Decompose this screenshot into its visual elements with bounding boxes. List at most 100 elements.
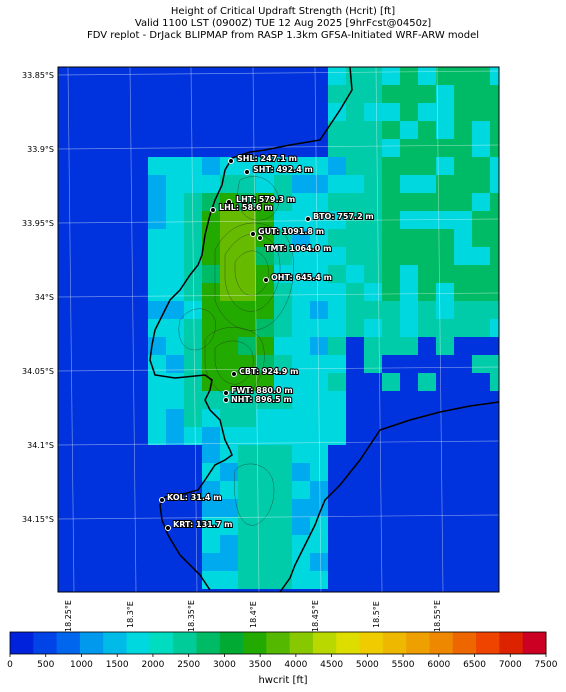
field-cell (292, 301, 310, 319)
field-cell (382, 265, 400, 283)
field-cell (238, 283, 256, 301)
field-cell (472, 355, 490, 373)
field-cell (292, 535, 310, 553)
field-cell (472, 139, 490, 157)
field-cell (382, 139, 400, 157)
field-cell (292, 463, 310, 481)
field-cell (310, 427, 328, 445)
field-cell (490, 373, 499, 391)
field-cell (274, 355, 292, 373)
field-cell (382, 283, 400, 301)
field-cell (436, 211, 454, 229)
lon-label: 18.3°E (126, 601, 135, 628)
site-label-kol: KOL: 31.4 m (167, 493, 222, 502)
field-cell (220, 175, 238, 193)
site-oht: OHT: 645.4 m (263, 272, 333, 283)
lon-gridline (252, 67, 260, 592)
field-cell (292, 517, 310, 535)
field-cell (328, 157, 346, 175)
field-cell (310, 247, 328, 265)
lon-gridline (190, 67, 198, 592)
field-cell (328, 193, 346, 211)
field-cell (202, 265, 220, 283)
site-tmt: TMT: 1064.0 m (257, 235, 332, 254)
field-cell (328, 427, 346, 445)
lon-gridline (314, 67, 322, 592)
field-cell (400, 157, 418, 175)
field-cell (238, 157, 256, 175)
colorbar-swatch (266, 632, 291, 654)
field-cell (346, 247, 364, 265)
field-cell (490, 157, 499, 175)
field-cell (310, 391, 328, 409)
site-label-lhl: LHL: 58.6 m (219, 203, 273, 212)
site-label-nht: NHT: 896.5 m (231, 395, 292, 404)
field-cell (256, 571, 274, 589)
field-cell (166, 355, 184, 373)
field-cell (148, 409, 166, 427)
field-cell (346, 265, 364, 283)
field-cell (472, 175, 490, 193)
lon-gridline (129, 67, 137, 592)
field-cell (256, 283, 274, 301)
field-cell (364, 157, 382, 175)
site-markers: SHL: 247.1 m SHT: 492.4 m LHT: 579.3 m L… (159, 153, 375, 531)
field-cell (166, 157, 184, 175)
colorbar-swatch (359, 632, 384, 654)
site-marker (231, 371, 237, 377)
field-cell (382, 103, 400, 121)
field-cell (274, 373, 292, 391)
field-cell (202, 229, 220, 247)
field-cell (184, 427, 202, 445)
field-cell (490, 139, 499, 157)
field-cell (400, 139, 418, 157)
field-cell (292, 571, 310, 589)
field-cell (292, 373, 310, 391)
colorbar-swatch (173, 632, 197, 654)
field-cell (184, 409, 202, 427)
lon-label: 18.55°E (433, 600, 442, 632)
site-marker (305, 216, 311, 222)
field-cell (364, 121, 382, 139)
field-cell (454, 247, 472, 265)
field-cell (166, 229, 184, 247)
site-marker (223, 390, 229, 396)
lon-label: 18.45°E (311, 600, 320, 632)
field-cell (364, 247, 382, 265)
field-cell (220, 355, 238, 373)
field-cell (238, 301, 256, 319)
field-cell (400, 229, 418, 247)
field-cell (202, 499, 220, 517)
field-cell (256, 157, 274, 175)
field-cell (148, 265, 166, 283)
colorbar-tick-label: 3500 (248, 660, 272, 670)
field-cell (274, 229, 292, 247)
field-cell (436, 139, 454, 157)
field-cell (238, 175, 256, 193)
colorbar-tick-label: 5000 (355, 660, 379, 670)
field-cell (490, 193, 499, 211)
field-cell (436, 157, 454, 175)
colorbar-swatch (452, 632, 477, 654)
field-cell (418, 211, 436, 229)
field-cell (220, 301, 238, 319)
field-cell (328, 373, 346, 391)
colorbar-swatch (103, 632, 128, 654)
field-cell (292, 283, 310, 301)
field-cell (220, 517, 238, 535)
colorbar-swatch (382, 632, 407, 654)
field-cell (472, 265, 490, 283)
field-cell (310, 571, 328, 589)
field-cell (418, 283, 436, 301)
field-cell (400, 265, 418, 283)
field-cell (454, 175, 472, 193)
field-cell (490, 175, 499, 193)
field-cell (238, 337, 256, 355)
field-cell (274, 535, 292, 553)
field-cell (256, 247, 274, 265)
field-cell (292, 247, 310, 265)
colorbar-swatch (126, 632, 151, 654)
field-cell (202, 283, 220, 301)
field-cell (274, 247, 292, 265)
field-cell (148, 319, 166, 337)
